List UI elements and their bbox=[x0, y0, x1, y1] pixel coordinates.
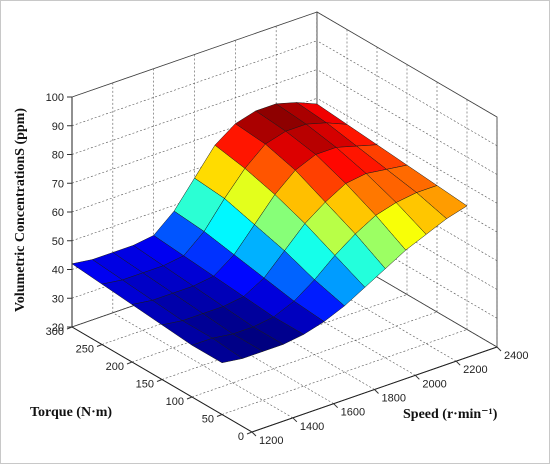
y-tick bbox=[216, 414, 223, 417]
x-tick-label: 1600 bbox=[341, 407, 365, 419]
y-tick bbox=[96, 344, 103, 347]
y-tick bbox=[246, 431, 253, 435]
z-tick-label: 90 bbox=[52, 121, 64, 133]
y-tick bbox=[186, 396, 193, 400]
z-tick-label: 30 bbox=[52, 293, 64, 305]
z-tick-label: 70 bbox=[52, 178, 64, 190]
z-tick-label: 50 bbox=[52, 236, 64, 248]
x-tick-label: 2200 bbox=[463, 364, 487, 376]
x-tick-label: 1200 bbox=[259, 435, 283, 447]
grid-line bbox=[112, 312, 293, 419]
y-tick-label: 100 bbox=[166, 396, 184, 408]
x-tick-label: 1800 bbox=[382, 393, 406, 405]
grid-line bbox=[316, 40, 498, 147]
y-tick-label: 50 bbox=[202, 414, 214, 426]
y-tick-label: 0 bbox=[238, 431, 244, 443]
z-tick-label: 40 bbox=[52, 265, 64, 277]
x-tick-label: 1400 bbox=[300, 421, 324, 433]
x-tick-label: 2400 bbox=[504, 350, 528, 362]
x-tick bbox=[455, 360, 461, 366]
grid-line bbox=[71, 11, 318, 98]
x-tick bbox=[333, 403, 339, 409]
y-tick bbox=[126, 361, 133, 365]
y-axis-label: Torque (N·m) bbox=[30, 405, 112, 420]
z-tick-label: 100 bbox=[46, 92, 64, 104]
z-axis-label: Volumetric ConcentrationS (ppm) bbox=[13, 108, 28, 312]
x-tick bbox=[374, 389, 379, 394]
y-tick-label: 150 bbox=[136, 379, 154, 391]
y-tick-label: 300 bbox=[46, 326, 64, 338]
y-tick-label: 250 bbox=[76, 344, 94, 356]
x-tick bbox=[496, 346, 502, 352]
surface-cell bbox=[191, 337, 244, 364]
z-tick-label: 20 bbox=[52, 322, 64, 334]
grid-line bbox=[71, 69, 318, 155]
grid-line bbox=[221, 329, 468, 415]
x-tick bbox=[251, 431, 257, 437]
z-tick-label: 60 bbox=[52, 207, 64, 219]
surface bbox=[71, 102, 468, 364]
grid-line bbox=[316, 11, 498, 118]
x-tick-label: 2000 bbox=[422, 378, 446, 390]
x-axis-label: Speed (r·min⁻¹) bbox=[403, 407, 498, 422]
z-tick-label: 80 bbox=[52, 150, 64, 162]
grid-line bbox=[191, 311, 438, 398]
y-tick-label: 200 bbox=[106, 361, 124, 373]
grid-line bbox=[71, 40, 318, 127]
grid-line bbox=[316, 69, 498, 175]
grid-line bbox=[316, 97, 498, 204]
y-tick bbox=[156, 379, 163, 382]
x-tick bbox=[292, 417, 298, 423]
x-tick bbox=[414, 374, 420, 380]
labels: 1200 1400 1600 1800 2000 2200 2400 0 50 100 150 200… bbox=[46, 92, 529, 447]
